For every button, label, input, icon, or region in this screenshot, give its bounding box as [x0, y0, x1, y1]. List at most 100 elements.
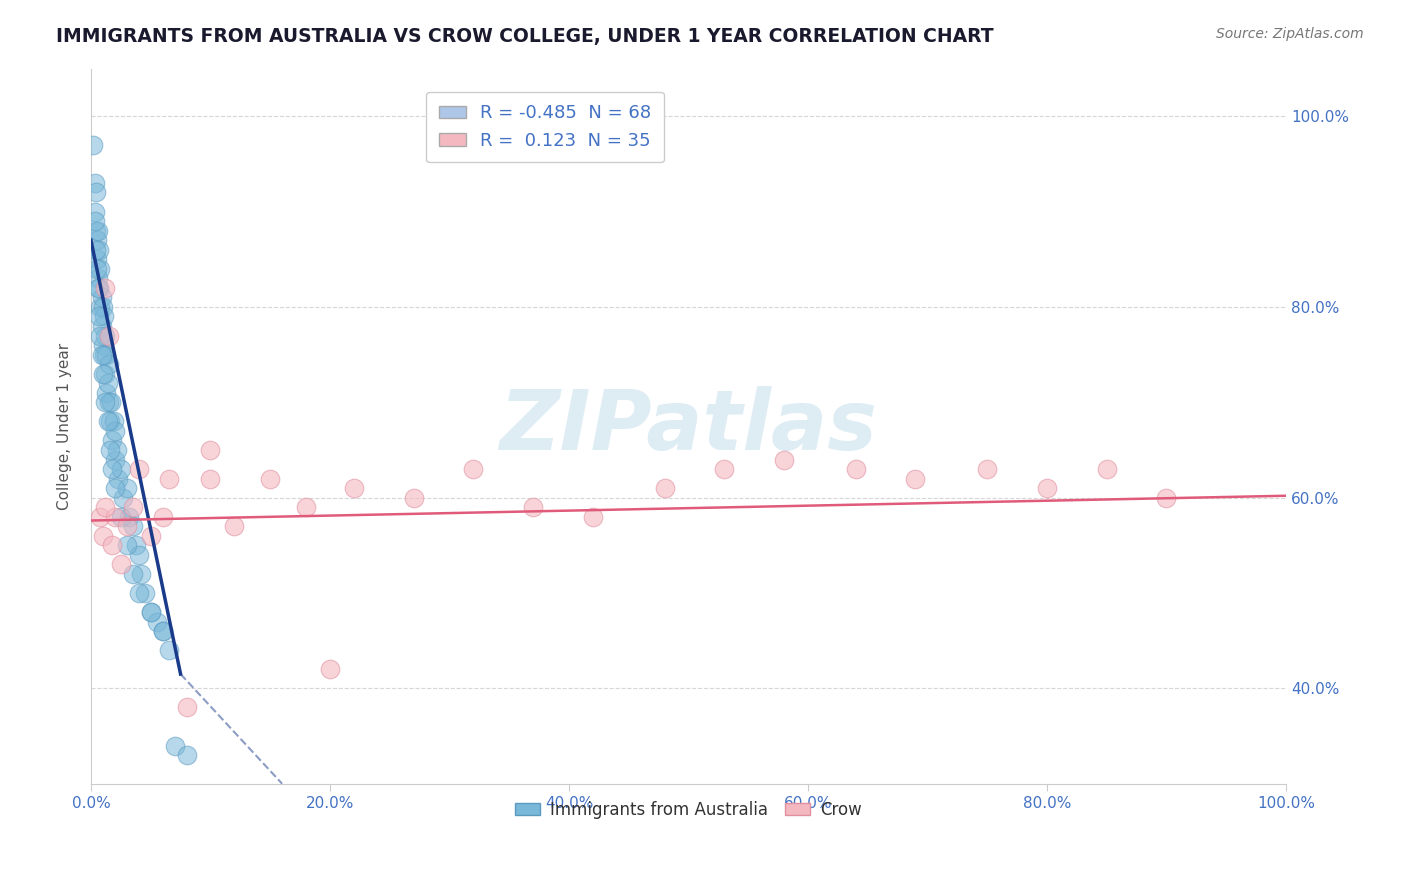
Point [86, 261, 108, 276]
Point [90, 318, 112, 333]
Point [98, 414, 121, 428]
Point [104, 424, 127, 438]
Point [83, 214, 105, 228]
Point [713, 462, 735, 476]
Point [463, 462, 485, 476]
Point [163, 739, 186, 753]
Point [97, 376, 120, 391]
Point [152, 509, 174, 524]
Point [176, 748, 198, 763]
Point [224, 519, 246, 533]
Point [259, 472, 281, 486]
Point [89, 509, 111, 524]
Point [845, 462, 868, 476]
Point [103, 414, 125, 428]
Point [176, 700, 198, 714]
Point [157, 472, 180, 486]
Point [582, 509, 605, 524]
Point [773, 452, 796, 467]
Point [128, 548, 150, 562]
Point [87, 271, 110, 285]
Point [105, 442, 128, 457]
Point [91, 300, 114, 314]
Point [200, 442, 222, 457]
Y-axis label: College, Under 1 year: College, Under 1 year [58, 343, 72, 509]
Point [112, 491, 135, 505]
Point [89, 300, 111, 314]
Point [104, 452, 127, 467]
Point [110, 462, 132, 476]
Point [654, 481, 676, 495]
Point [121, 519, 143, 533]
Point [84, 224, 107, 238]
Point [115, 481, 138, 495]
Point [87, 281, 110, 295]
Point [83, 204, 105, 219]
Point [976, 462, 998, 476]
Point [89, 243, 111, 257]
Point [97, 328, 120, 343]
Point [101, 434, 124, 448]
Point [94, 367, 117, 381]
Point [121, 500, 143, 515]
Point [152, 624, 174, 639]
Point [157, 643, 180, 657]
Point [93, 348, 115, 362]
Point [96, 348, 118, 362]
Point [94, 328, 117, 343]
Point [89, 261, 111, 276]
Point [128, 462, 150, 476]
Point [319, 662, 342, 676]
Point [96, 385, 118, 400]
Point [121, 566, 143, 581]
Point [128, 586, 150, 600]
Point [402, 491, 425, 505]
Point [125, 538, 148, 552]
Point [152, 624, 174, 639]
Point [86, 233, 108, 247]
Point [139, 529, 162, 543]
Point [82, 137, 104, 152]
Point [101, 538, 124, 552]
Point [101, 462, 124, 476]
Point [134, 586, 156, 600]
Point [89, 328, 111, 343]
Point [104, 509, 127, 524]
Point [129, 566, 152, 581]
Point [86, 252, 108, 267]
Text: Source: ZipAtlas.com: Source: ZipAtlas.com [1216, 27, 1364, 41]
Point [97, 357, 120, 371]
Point [94, 281, 117, 295]
Point [91, 367, 114, 381]
Point [87, 224, 110, 238]
Point [110, 509, 132, 524]
Point [84, 243, 107, 257]
Point [97, 395, 120, 409]
Point [89, 310, 111, 324]
Point [91, 529, 114, 543]
Point [94, 395, 117, 409]
Point [295, 500, 318, 515]
Text: ZIPatlas: ZIPatlas [499, 385, 877, 467]
Point [522, 500, 544, 515]
Point [90, 348, 112, 362]
Text: IMMIGRANTS FROM AUSTRALIA VS CROW COLLEGE, UNDER 1 YEAR CORRELATION CHART: IMMIGRANTS FROM AUSTRALIA VS CROW COLLEG… [56, 27, 994, 45]
Point [107, 472, 129, 486]
Point [139, 605, 162, 619]
Point [118, 509, 141, 524]
Point [115, 538, 138, 552]
Point [98, 442, 121, 457]
Point [90, 290, 112, 304]
Point [94, 500, 117, 515]
Point [200, 472, 222, 486]
Point [139, 605, 162, 619]
Point [83, 176, 105, 190]
Legend: Immigrants from Australia, Crow: Immigrants from Australia, Crow [509, 794, 869, 825]
Point [110, 558, 132, 572]
Point [343, 481, 366, 495]
Point [145, 615, 167, 629]
Point [89, 281, 111, 295]
Point [97, 414, 120, 428]
Point [904, 472, 927, 486]
Point [84, 186, 107, 200]
